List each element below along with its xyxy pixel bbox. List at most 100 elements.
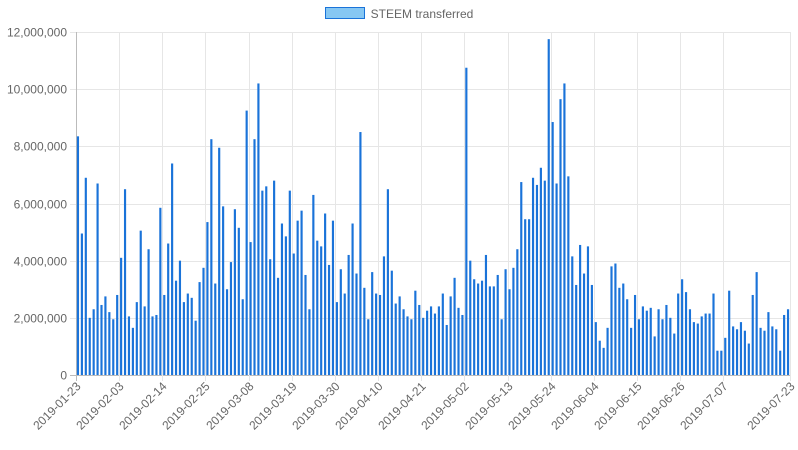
bar — [418, 304, 421, 375]
bar — [469, 260, 472, 375]
bar — [304, 274, 307, 375]
bar — [112, 319, 115, 375]
bar — [649, 307, 652, 375]
bar — [233, 209, 236, 375]
bar — [720, 350, 723, 375]
bar — [641, 306, 644, 375]
y-axis-ticks: 0 2,000,000 4,000,000 6,000,000 8,000,000 10,… — [7, 26, 67, 383]
bar — [92, 309, 95, 375]
bar — [633, 294, 637, 375]
bar — [426, 310, 429, 375]
y-tick-label: 2,000,000 — [14, 312, 68, 326]
bar — [406, 316, 409, 375]
bar — [712, 293, 715, 375]
bar — [684, 292, 688, 375]
bar — [131, 327, 134, 375]
bar — [312, 194, 315, 375]
y-tick-label: 6,000,000 — [14, 198, 68, 212]
bar — [488, 286, 491, 375]
y-tick-label: 4,000,000 — [14, 255, 68, 269]
bar — [520, 182, 523, 375]
bar — [382, 256, 386, 375]
bar — [245, 110, 248, 375]
bar — [528, 219, 531, 375]
bar — [465, 67, 468, 375]
bar — [535, 184, 539, 375]
bar — [539, 167, 542, 375]
bar — [249, 242, 252, 375]
bar — [241, 299, 244, 375]
bar — [492, 286, 495, 375]
bar — [80, 233, 83, 375]
bar — [571, 256, 574, 375]
bar — [269, 259, 272, 375]
bar — [276, 277, 280, 375]
legend-label: STEEM transferred — [370, 7, 474, 21]
bar — [100, 304, 103, 375]
bar — [480, 280, 484, 375]
bar — [747, 343, 750, 375]
bar — [96, 183, 99, 375]
bar — [327, 264, 331, 375]
bar — [386, 189, 389, 375]
bar — [159, 207, 162, 375]
chart-legend[interactable]: STEEM transferred — [0, 7, 798, 21]
bar — [477, 283, 480, 375]
bar — [551, 122, 554, 375]
bar — [692, 322, 695, 375]
bar — [171, 163, 174, 375]
bar — [127, 316, 131, 375]
grid-lines — [70, 32, 791, 381]
bar — [461, 314, 464, 375]
bar — [390, 270, 393, 375]
bar — [441, 293, 444, 375]
bar — [775, 329, 778, 375]
bar — [284, 236, 287, 375]
bar — [779, 350, 782, 375]
bar — [88, 317, 91, 375]
bar — [155, 314, 158, 375]
bar — [135, 302, 138, 375]
bar — [763, 330, 766, 375]
bar — [84, 177, 87, 375]
bar — [531, 177, 535, 375]
bar — [496, 274, 499, 375]
bar — [445, 324, 448, 375]
bar — [206, 222, 209, 375]
bar — [669, 317, 672, 375]
bar — [602, 347, 605, 375]
bar — [335, 302, 338, 375]
bar — [665, 304, 668, 375]
bar — [253, 139, 256, 375]
y-tick-label: 10,000,000 — [7, 83, 67, 97]
bar — [410, 319, 413, 375]
bar — [202, 267, 205, 375]
bar — [194, 320, 197, 375]
bar — [614, 263, 617, 375]
bar — [339, 269, 342, 375]
bar — [524, 219, 527, 375]
bar — [123, 189, 127, 375]
bar — [378, 294, 382, 375]
bar — [414, 290, 417, 375]
bar — [751, 294, 754, 375]
bar — [586, 246, 590, 376]
bar — [673, 333, 676, 375]
bar — [371, 272, 374, 375]
bar — [512, 267, 515, 375]
legend-swatch — [324, 7, 365, 19]
bar — [645, 310, 648, 375]
bar — [716, 350, 719, 375]
bar — [296, 220, 299, 375]
bar — [728, 290, 731, 375]
bar — [178, 260, 182, 375]
bar — [308, 309, 311, 375]
bar — [398, 296, 401, 375]
bar — [108, 312, 111, 375]
bar — [449, 296, 452, 375]
bar — [637, 319, 641, 375]
bar — [755, 272, 758, 375]
bar — [437, 306, 440, 375]
bar — [653, 336, 656, 375]
